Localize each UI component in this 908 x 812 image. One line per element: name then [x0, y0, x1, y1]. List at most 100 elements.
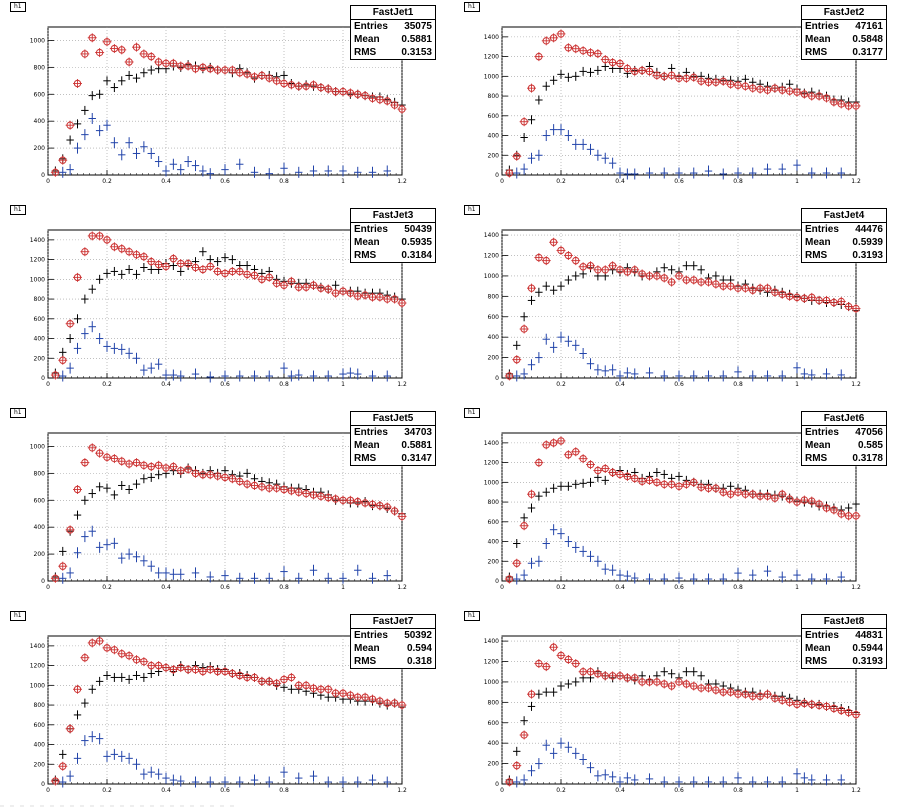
blue-data-point — [295, 166, 303, 178]
stats-value: 0.585 — [857, 440, 883, 451]
histogram-panel: 0 0.2 0.4 0.6 0.8 1 1.2 0 200 400 600 800 1000 1200 14… — [0, 609, 454, 812]
red-data-point — [323, 493, 333, 503]
x-tick-label: 1.2 — [851, 787, 861, 794]
red-data-point — [65, 525, 75, 535]
blue-data-point — [763, 776, 772, 788]
y-tick-label: 200 — [34, 355, 46, 362]
y-tick-label: 600 — [488, 113, 500, 120]
blue-data-point — [95, 733, 104, 745]
x-tick-label: 0.8 — [733, 787, 743, 794]
red-data-point — [851, 511, 861, 521]
black-data-point — [125, 70, 133, 80]
black-data-point — [88, 489, 96, 499]
x-tick-label: 0.8 — [279, 178, 289, 185]
red-data-point — [829, 97, 839, 107]
red-data-point — [622, 267, 632, 277]
red-data-point — [213, 471, 223, 481]
blue-data-point — [704, 370, 713, 382]
blue-data-point — [527, 557, 536, 569]
red-data-point — [622, 471, 632, 481]
y-tick-label: 800 — [34, 64, 46, 71]
red-data-point — [316, 283, 326, 293]
blue-data-point — [837, 369, 845, 381]
histogram-panel: 0 0.2 0.4 0.6 0.8 1 1.2 0 200 400 600 800 1000 h1 Fast… — [0, 406, 454, 609]
black-data-point — [132, 73, 141, 83]
x-tick-label: 0 — [500, 178, 504, 185]
blue-data-point — [147, 362, 155, 374]
x-tick-label: 0 — [46, 584, 50, 591]
red-data-point — [571, 44, 581, 54]
stats-label: Entries — [805, 630, 839, 641]
y-tick-label: 0 — [495, 375, 499, 382]
red-data-point — [755, 84, 765, 94]
x-tick-label: 0 — [500, 381, 504, 388]
blue-data-point — [280, 766, 288, 778]
blue-data-point — [690, 573, 698, 585]
blue-data-point — [191, 776, 200, 788]
blue-data-point — [535, 758, 543, 770]
black-data-point — [147, 65, 155, 75]
stats-row-entries: Entries 50439 — [351, 223, 435, 236]
red-data-point — [154, 260, 164, 270]
black-data-point — [682, 261, 691, 271]
red-data-point — [368, 499, 377, 509]
blue-data-point — [88, 731, 96, 743]
red-data-point — [740, 81, 750, 91]
blue-data-point — [542, 739, 550, 751]
blue-data-point — [616, 167, 624, 179]
red-data-point — [360, 498, 370, 508]
blue-data-point — [118, 750, 126, 762]
x-tick-label: 0.2 — [556, 584, 566, 591]
red-data-point — [168, 462, 178, 472]
red-data-point — [109, 44, 119, 54]
blue-data-point — [59, 166, 67, 178]
black-data-point — [110, 266, 119, 276]
blue-data-point — [749, 370, 757, 382]
stats-label: Entries — [354, 630, 388, 641]
stats-row-mean: Mean 0.5881 — [351, 33, 435, 46]
black-data-point — [125, 485, 133, 495]
y-tick-label: 600 — [488, 519, 500, 526]
red-data-point — [286, 276, 296, 286]
blue-data-point — [557, 124, 565, 136]
x-tick-label: 0.6 — [674, 381, 684, 388]
stats-value: 0.318 — [406, 656, 432, 667]
x-tick-label: 1.2 — [851, 381, 861, 388]
x-tick-label: 0.8 — [733, 178, 743, 185]
blue-data-point — [140, 141, 148, 153]
red-data-point — [80, 247, 90, 257]
y-tick-label: 200 — [488, 558, 500, 565]
stats-label: Mean — [805, 34, 831, 45]
blue-data-point — [147, 560, 155, 572]
blue-data-point — [236, 370, 244, 382]
y-tick-label: 0 — [41, 578, 45, 585]
blue-data-point — [800, 772, 809, 784]
blue-data-point — [608, 564, 617, 576]
red-data-point — [323, 84, 333, 94]
red-data-point — [652, 70, 662, 80]
red-data-point — [674, 677, 684, 687]
blue-data-point — [118, 149, 126, 161]
blue-data-point — [675, 572, 683, 584]
black-data-point — [527, 115, 536, 125]
x-tick-label: 0 — [46, 787, 50, 794]
blue-data-point — [594, 364, 602, 376]
x-tick-label: 0.8 — [279, 787, 289, 794]
black-data-point — [324, 692, 332, 702]
footer-strip — [0, 805, 240, 807]
red-data-point — [102, 452, 112, 462]
blue-data-point — [206, 371, 214, 383]
red-data-point — [309, 80, 318, 90]
black-data-point — [549, 687, 558, 697]
blue-data-point — [177, 568, 185, 580]
blue-data-point — [800, 368, 809, 380]
red-data-point — [198, 264, 208, 274]
blue-data-point — [368, 572, 377, 584]
blue-data-point — [601, 769, 609, 781]
black-data-point — [572, 677, 580, 687]
red-data-point — [571, 256, 581, 266]
y-tick-label: 1400 — [484, 232, 499, 239]
blue-data-point — [837, 774, 845, 786]
red-data-point — [139, 657, 149, 667]
blue-data-point — [221, 370, 229, 382]
